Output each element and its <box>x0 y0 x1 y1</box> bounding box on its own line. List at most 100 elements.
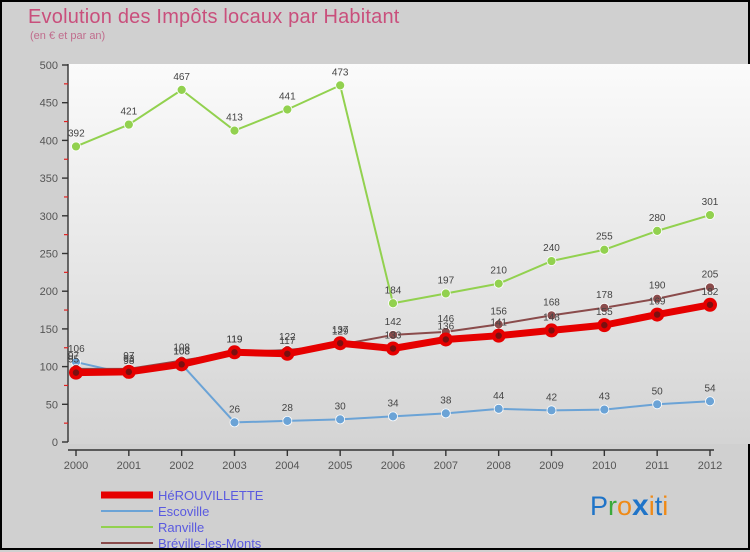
data-point <box>546 310 557 321</box>
x-tick-label: 2011 <box>645 460 669 472</box>
data-point-core <box>653 311 661 318</box>
data-label: 98 <box>123 356 135 367</box>
data-point-core <box>442 336 450 343</box>
y-tick-label: 100 <box>40 362 58 374</box>
data-point <box>705 282 715 293</box>
data-label: 467 <box>173 72 190 83</box>
y-tick-label: 0 <box>52 437 58 449</box>
data-label: 240 <box>543 243 560 254</box>
data-point-core <box>284 350 291 357</box>
data-label: 108 <box>173 343 190 354</box>
data-label: 97 <box>123 351 135 362</box>
data-label: 117 <box>279 336 295 347</box>
page-title: Evolution des Impôts locaux par Habitant <box>28 6 400 28</box>
data-point <box>493 403 504 414</box>
logo-letter-1: r <box>608 491 618 521</box>
legend-label-2[interactable]: Ranville <box>158 520 204 535</box>
logo-letter-4: i <box>648 491 655 521</box>
data-label: 95 <box>68 355 80 366</box>
data-label: 169 <box>649 297 666 308</box>
data-point <box>282 104 293 115</box>
x-tick-label: 2006 <box>381 460 405 472</box>
data-point <box>282 415 293 426</box>
data-label: 392 <box>68 128 85 139</box>
data-label: 34 <box>387 398 399 409</box>
data-point-core <box>548 327 555 334</box>
x-tick-label: 2003 <box>222 460 246 472</box>
data-label: 255 <box>596 232 613 243</box>
logo-letter-5: t <box>654 491 663 521</box>
x-tick-label: 2008 <box>486 460 510 472</box>
data-label: 421 <box>120 107 137 118</box>
data-label: 168 <box>543 297 560 308</box>
x-tick-label: 2001 <box>117 460 141 472</box>
data-point <box>705 396 715 407</box>
data-label: 54 <box>704 383 716 394</box>
data-point <box>599 404 610 415</box>
proxiti-logo[interactable]: Proxiti <box>590 489 668 523</box>
logo-letter-2: o <box>617 491 633 521</box>
data-label: 182 <box>702 287 719 298</box>
data-point <box>335 80 346 91</box>
data-point <box>388 298 398 309</box>
data-label: 119 <box>227 334 243 345</box>
data-point-core <box>72 369 80 376</box>
data-point <box>652 399 663 410</box>
y-tick-label: 200 <box>40 286 58 298</box>
legend-label-3[interactable]: Bréville-les-Monts <box>158 536 262 551</box>
data-point <box>599 302 610 313</box>
legend: HéROUVILLETTEEscovilleRanvilleBréville-l… <box>101 488 264 551</box>
data-label: 473 <box>332 67 349 78</box>
data-label: 441 <box>279 91 296 102</box>
x-tick-label: 2000 <box>64 460 88 472</box>
data-label: 43 <box>599 392 611 403</box>
data-point <box>229 125 240 136</box>
legend-label-0[interactable]: HéROUVILLETTE <box>158 488 264 503</box>
data-point-core <box>231 349 238 356</box>
data-point <box>546 405 557 416</box>
data-label: 205 <box>702 269 719 280</box>
data-label: 44 <box>493 391 505 402</box>
x-axis: 2000 2001 2002 2003 2004 2005 2006 2007 2008 2009… <box>64 449 722 472</box>
data-label: 148 <box>543 312 560 323</box>
data-label: 28 <box>282 403 294 414</box>
data-label: 93 <box>123 354 135 365</box>
y-tick-label: 500 <box>40 60 58 72</box>
logo-letter-3: x <box>632 489 649 522</box>
data-label: 30 <box>335 401 347 412</box>
y-tick-label: 250 <box>40 249 58 261</box>
data-label: 50 <box>652 386 664 397</box>
data-point <box>652 293 663 304</box>
data-label: 141 <box>490 318 507 329</box>
data-point <box>388 330 398 340</box>
data-label: 26 <box>229 404 241 415</box>
legend-label-1[interactable]: Escoville <box>158 504 209 519</box>
series-layer <box>69 80 717 428</box>
data-point-core <box>495 332 502 339</box>
data-label: 137 <box>332 325 349 336</box>
data-label: 280 <box>649 213 666 224</box>
data-point <box>440 288 451 299</box>
data-point <box>229 417 240 428</box>
y-tick-label: 400 <box>40 135 58 147</box>
data-point <box>335 414 346 425</box>
x-tick-label: 2009 <box>539 460 563 472</box>
data-label: 146 <box>437 314 454 325</box>
data-label: 155 <box>596 307 613 318</box>
y-axis: 0 50 100 150 200 250 300 350 400 450 500 <box>40 60 69 449</box>
data-label: 156 <box>490 306 507 317</box>
data-label: 103 <box>173 346 190 357</box>
x-tick-label: 2005 <box>328 460 352 472</box>
data-point-core <box>706 301 714 308</box>
data-label: 190 <box>649 281 666 292</box>
data-label: 129 <box>332 327 349 338</box>
data-point-core <box>125 368 133 376</box>
data-label: 106 <box>68 344 85 355</box>
data-label: 142 <box>385 317 402 328</box>
data-label: 38 <box>440 395 452 406</box>
data-point <box>705 210 715 220</box>
data-labels: 95 93 103 119 117 137 133 136 141 148 155 169 182 106… <box>68 67 719 415</box>
